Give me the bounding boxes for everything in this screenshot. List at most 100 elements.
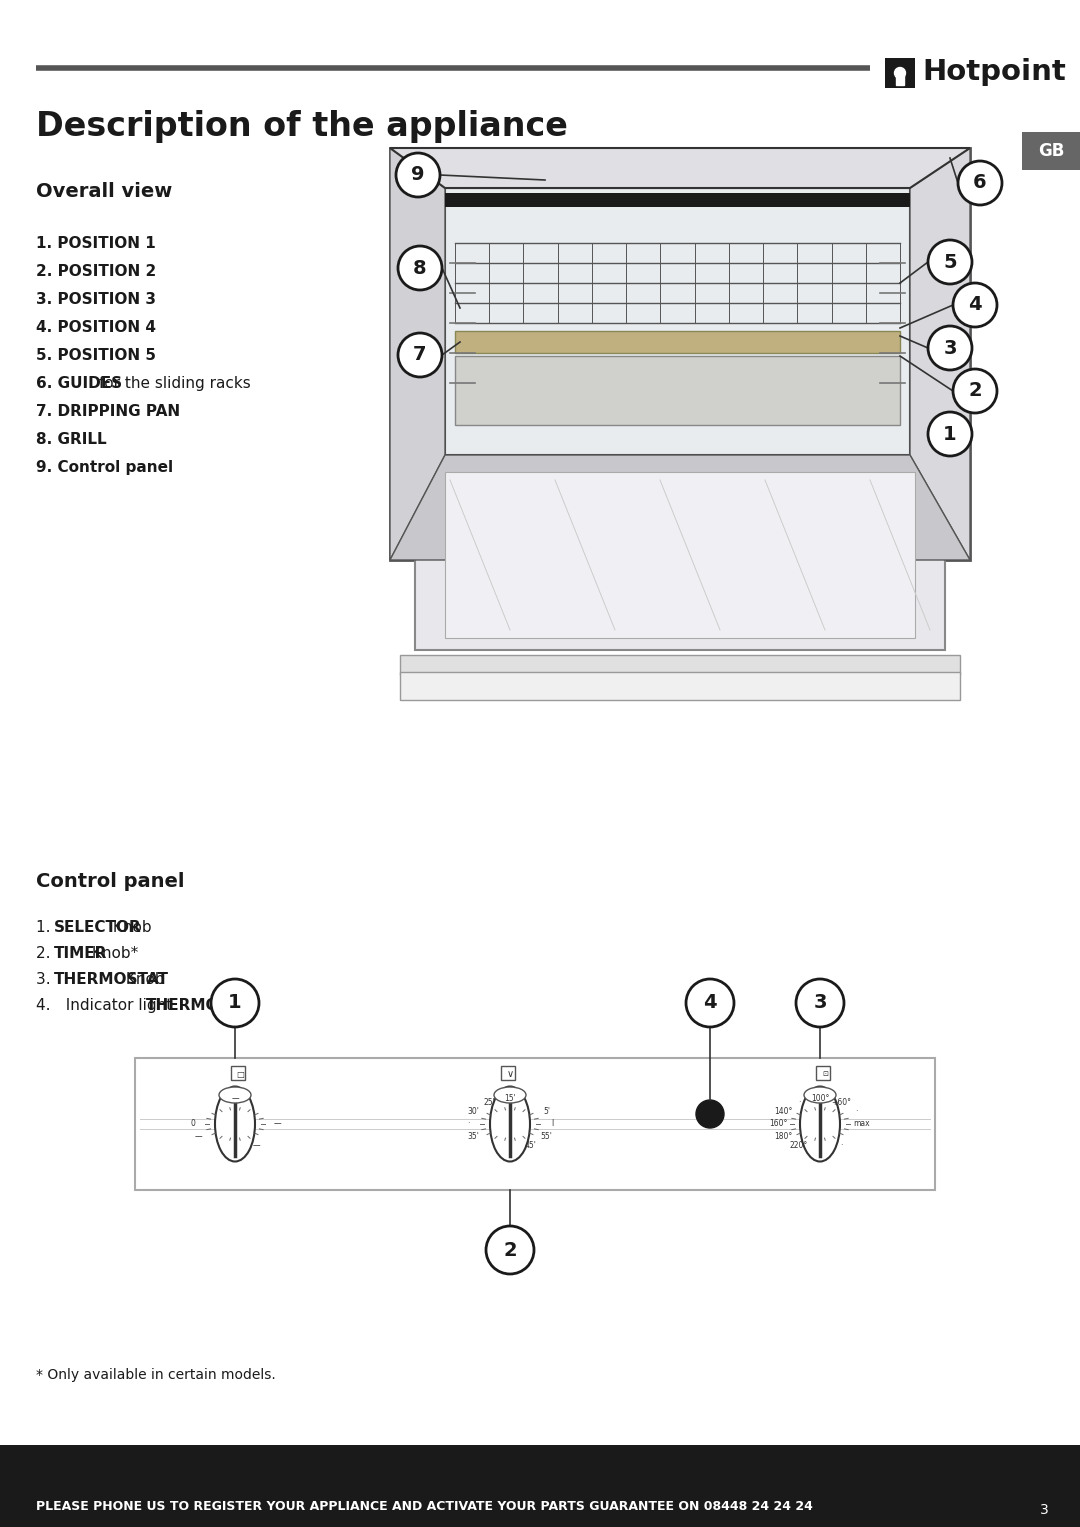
Ellipse shape [490, 1087, 530, 1162]
Text: Knob: Knob [108, 919, 151, 935]
Text: THERMOSTAT: THERMOSTAT [53, 973, 168, 986]
Text: 1. POSITION 1: 1. POSITION 1 [36, 237, 156, 250]
Text: for the sliding racks: for the sliding racks [95, 376, 252, 391]
Bar [561, 157, 700, 176]
Bar [390, 148, 970, 560]
Ellipse shape [219, 1087, 251, 1102]
Text: 2: 2 [968, 382, 982, 400]
Text: 0: 0 [190, 1119, 195, 1128]
Text: Hotpoint: Hotpoint [922, 58, 1066, 86]
Text: 15': 15' [504, 1095, 516, 1104]
Text: 4: 4 [968, 296, 982, 315]
Text: —: — [253, 1141, 260, 1150]
Text: ·: · [467, 1119, 469, 1128]
Bar [135, 1058, 935, 1190]
Text: Overall view: Overall view [36, 182, 172, 202]
Bar [0, 1445, 1080, 1527]
Bar [455, 331, 900, 353]
Circle shape [953, 370, 997, 412]
Text: 30': 30' [468, 1107, 480, 1116]
Circle shape [928, 412, 972, 457]
Text: ·: · [840, 1141, 842, 1150]
Text: 4: 4 [703, 994, 717, 1012]
Bar [501, 1066, 515, 1080]
Text: 55': 55' [540, 1132, 552, 1141]
Bar [445, 188, 910, 455]
Circle shape [796, 979, 843, 1028]
Circle shape [396, 153, 440, 197]
Circle shape [486, 1226, 534, 1274]
Text: Control panel: Control panel [36, 872, 185, 890]
Text: Knob: Knob [121, 973, 165, 986]
Bar [445, 192, 910, 208]
Text: * Only available in certain models.: * Only available in certain models. [36, 1368, 275, 1382]
Bar [400, 672, 960, 699]
Text: —: — [231, 1095, 239, 1104]
Text: 1.: 1. [36, 919, 66, 935]
Text: 1: 1 [943, 425, 957, 443]
Circle shape [211, 979, 259, 1028]
Text: I: I [551, 1119, 553, 1128]
Text: Knob*: Knob* [87, 947, 138, 960]
Circle shape [399, 333, 442, 377]
Text: 2.: 2. [36, 947, 66, 960]
Text: 5. POSITION 5: 5. POSITION 5 [36, 348, 156, 363]
Circle shape [958, 160, 1002, 205]
Text: 7. DRIPPING PAN: 7. DRIPPING PAN [36, 405, 180, 418]
Text: ·: · [855, 1107, 858, 1116]
Bar [400, 655, 960, 675]
Ellipse shape [215, 1087, 255, 1162]
Bar [455, 356, 900, 425]
Circle shape [894, 67, 905, 78]
Text: 6. GUIDES: 6. GUIDES [36, 376, 122, 391]
Circle shape [686, 979, 734, 1028]
Text: 3. POSITION 3: 3. POSITION 3 [36, 292, 156, 307]
Text: ·: · [798, 1098, 800, 1107]
Text: 5': 5' [543, 1107, 550, 1116]
Ellipse shape [494, 1087, 526, 1102]
Text: 3: 3 [943, 339, 957, 357]
Text: □: □ [237, 1069, 244, 1078]
Polygon shape [390, 148, 445, 560]
Text: 45': 45' [525, 1141, 537, 1150]
Text: SELECTOR: SELECTOR [53, 919, 141, 935]
Text: 6: 6 [973, 174, 987, 192]
Bar [1022, 131, 1080, 169]
Ellipse shape [804, 1087, 836, 1102]
Text: 3: 3 [813, 994, 827, 1012]
Text: 3.: 3. [36, 973, 66, 986]
Text: 9. Control panel: 9. Control panel [36, 460, 173, 475]
Text: max: max [853, 1119, 870, 1128]
Ellipse shape [800, 1087, 840, 1162]
Text: 100°: 100° [811, 1095, 829, 1104]
Bar [231, 1066, 245, 1080]
Text: 4. Indicator light: 4. Indicator light [36, 999, 177, 1012]
Text: TIMER: TIMER [53, 947, 107, 960]
Text: 7: 7 [414, 345, 427, 365]
Polygon shape [390, 148, 970, 188]
Text: 35': 35' [468, 1132, 480, 1141]
Circle shape [399, 246, 442, 290]
Text: Description of the appliance: Description of the appliance [36, 110, 568, 144]
Circle shape [953, 282, 997, 327]
Text: +60°: +60° [831, 1098, 851, 1107]
Text: 160°: 160° [769, 1119, 787, 1128]
Bar [816, 1066, 831, 1080]
Text: 8. GRILL: 8. GRILL [36, 432, 107, 447]
Circle shape [928, 325, 972, 370]
Bar [399, 156, 962, 179]
Text: THERMOSTAT: THERMOSTAT [146, 999, 261, 1012]
Text: ⊡: ⊡ [822, 1070, 828, 1077]
Text: 5: 5 [943, 252, 957, 272]
Text: PLEASE PHONE US TO REGISTER YOUR APPLIANCE AND ACTIVATE YOUR PARTS GUARANTEE ON : PLEASE PHONE US TO REGISTER YOUR APPLIAN… [36, 1501, 813, 1513]
Circle shape [696, 1099, 724, 1128]
Bar [885, 58, 915, 89]
Text: 1: 1 [228, 994, 242, 1012]
Circle shape [928, 240, 972, 284]
Text: 4. POSITION 4: 4. POSITION 4 [36, 321, 156, 334]
Text: 220°: 220° [789, 1141, 808, 1150]
Text: 3: 3 [1040, 1503, 1049, 1516]
Text: 140°: 140° [774, 1107, 793, 1116]
Text: 9: 9 [411, 165, 424, 185]
Text: ∨: ∨ [507, 1069, 514, 1080]
